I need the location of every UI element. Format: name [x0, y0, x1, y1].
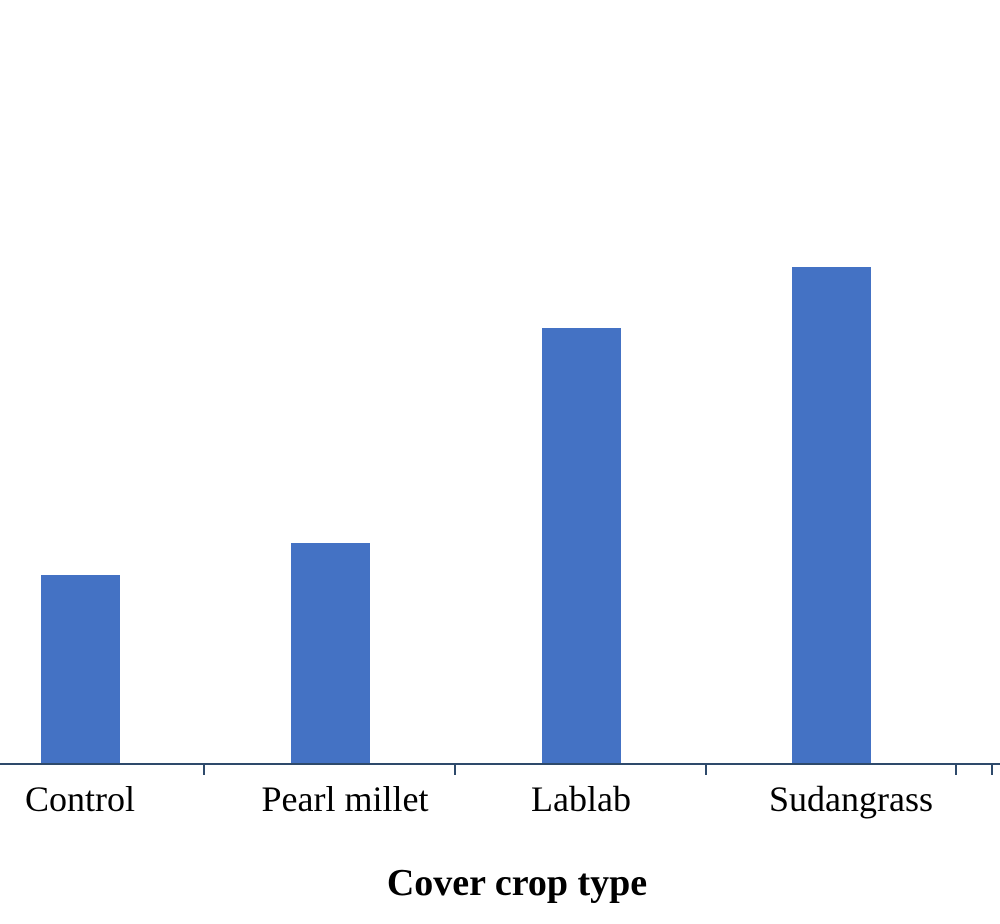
x-axis-tick — [991, 765, 993, 775]
x-axis-line — [0, 763, 1000, 765]
x-axis-tick — [705, 765, 707, 775]
bar-pearl-millet — [290, 543, 370, 763]
x-axis-category-label-sudangrass: Sudangrass — [769, 779, 933, 819]
x-axis-category-label-control: Control — [24, 779, 136, 819]
x-axis-category-label-pearl-millet: Pearl millet — [261, 779, 429, 819]
bar-lablab — [542, 328, 621, 763]
x-axis-tick — [454, 765, 456, 775]
x-axis-category-label-lablab: Lablab — [531, 779, 631, 819]
x-axis-tick — [955, 765, 957, 775]
x-axis-title: Cover crop type — [386, 862, 648, 904]
bar-control — [40, 575, 120, 763]
x-axis-tick — [203, 765, 205, 775]
bar-sudangrass — [792, 267, 871, 763]
